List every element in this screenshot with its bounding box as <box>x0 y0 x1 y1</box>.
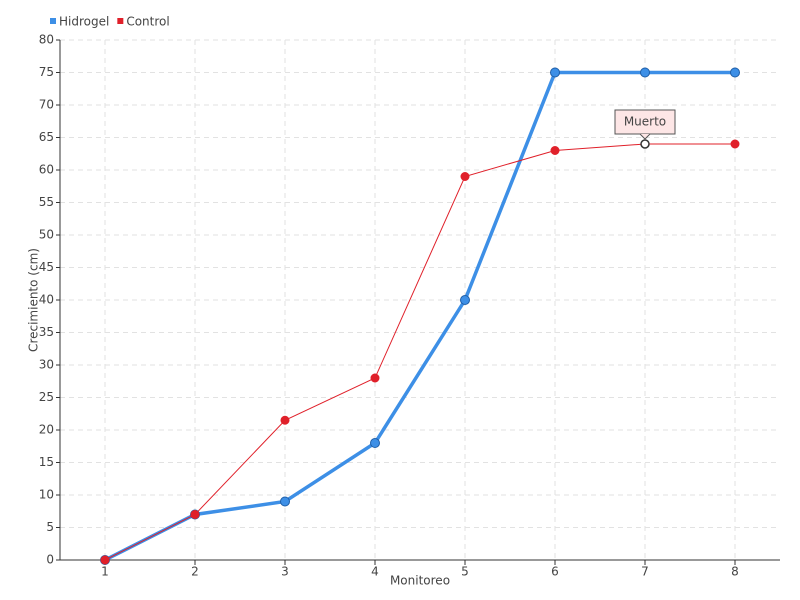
series-line <box>104 70 735 562</box>
x-tick-label: 7 <box>641 565 649 579</box>
data-point <box>730 67 740 78</box>
x-tick-label: 1 <box>101 565 109 579</box>
y-tick-label: 70 <box>39 98 54 112</box>
y-tick-label: 35 <box>39 325 54 339</box>
y-tick-label: 30 <box>39 358 54 372</box>
x-tick-label: 2 <box>191 565 199 579</box>
data-point <box>370 373 380 383</box>
y-tick-label: 15 <box>39 455 54 469</box>
y-axis-title: Crecimiento (cm) <box>27 248 41 352</box>
data-point <box>640 67 650 78</box>
x-axis-title: Monitoreo <box>390 574 450 588</box>
data-point <box>190 510 200 519</box>
data-point <box>550 67 560 78</box>
y-tick-label: 25 <box>39 390 54 404</box>
annotation-box <box>614 109 676 135</box>
data-point <box>550 146 560 155</box>
data-point <box>100 555 110 565</box>
y-tick-label: 80 <box>39 33 54 47</box>
legend-label: Control <box>126 15 169 29</box>
y-tick-label: 40 <box>39 293 54 307</box>
x-tick-label: 6 <box>551 565 559 579</box>
y-tick-label: 75 <box>39 65 54 79</box>
y-tick-label: 10 <box>39 488 54 502</box>
y-tick-label: 0 <box>46 553 54 567</box>
data-point <box>730 139 740 149</box>
data-point <box>370 438 380 448</box>
annotation-pointer <box>639 133 651 140</box>
legend-label: Hidrogel <box>59 15 109 29</box>
y-tick-label: 50 <box>39 228 54 242</box>
x-tick-label: 3 <box>281 565 289 579</box>
x-tick-label: 8 <box>731 565 739 579</box>
annotation: Muerto <box>614 109 676 140</box>
y-tick-label: 45 <box>39 260 54 274</box>
data-point <box>460 172 470 181</box>
data-point <box>280 496 290 507</box>
y-tick-label: 60 <box>39 163 54 177</box>
y-tick-label: 55 <box>39 195 54 209</box>
data-point <box>460 295 470 305</box>
legend-swatch <box>50 18 56 24</box>
x-tick-label: 5 <box>461 565 469 579</box>
x-tick-label: 4 <box>371 565 379 579</box>
y-tick-label: 20 <box>39 423 54 437</box>
data-point <box>640 139 650 149</box>
data-point <box>280 415 290 425</box>
series-line <box>104 143 735 561</box>
legend-swatch <box>117 18 124 24</box>
y-tick-label: 5 <box>46 520 54 534</box>
y-tick-label: 65 <box>39 130 54 144</box>
annotation-text: Muerto <box>624 115 666 129</box>
